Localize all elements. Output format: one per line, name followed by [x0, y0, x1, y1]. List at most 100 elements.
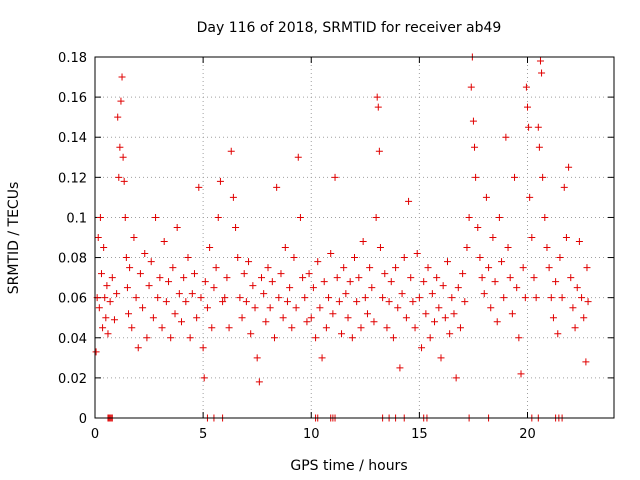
y-axis-title: SRMTID / TECUs: [6, 182, 22, 295]
data-point: [454, 284, 462, 292]
data-point: [167, 334, 175, 342]
data-point: [152, 213, 160, 221]
data-point: [435, 304, 443, 312]
data-point: [584, 298, 592, 306]
data-point: [139, 304, 147, 312]
data-point: [524, 103, 531, 111]
data-point: [471, 143, 479, 151]
data-point: [219, 298, 227, 306]
data-point: [493, 318, 501, 326]
data-point: [366, 264, 374, 272]
data-point: [452, 374, 460, 382]
data-point: [249, 282, 257, 290]
data-point: [260, 290, 268, 298]
data-point: [583, 264, 591, 272]
data-point: [273, 183, 281, 191]
data-point: [370, 318, 378, 326]
y-tick-label: 0.02: [58, 372, 87, 387]
data-point: [571, 324, 579, 332]
data-point: [229, 193, 237, 201]
data-point: [216, 177, 224, 185]
data-point: [361, 294, 369, 302]
data-point: [476, 254, 484, 262]
data-point: [110, 316, 118, 324]
data-point: [190, 270, 198, 278]
data-point: [162, 298, 170, 306]
data-point: [489, 234, 497, 241]
data-point: [210, 284, 218, 292]
data-point: [268, 278, 276, 286]
data-point: [528, 234, 536, 241]
data-point: [290, 254, 298, 262]
data-point: [180, 274, 188, 282]
data-point: [130, 234, 138, 241]
data-point: [115, 173, 123, 181]
data-point: [303, 318, 311, 326]
data-point: [376, 244, 384, 252]
data-point: [431, 318, 439, 326]
data-point: [232, 223, 240, 231]
data-point: [359, 238, 367, 246]
data-point: [375, 147, 383, 155]
data-point: [461, 298, 469, 306]
data-point: [534, 123, 542, 131]
data-point: [485, 264, 493, 272]
data-point: [299, 274, 307, 282]
data-point: [469, 117, 477, 125]
data-point: [141, 250, 149, 258]
data-point: [154, 294, 162, 302]
data-point: [463, 244, 471, 252]
data-point: [203, 304, 211, 312]
data-point: [535, 143, 543, 151]
data-point: [474, 223, 482, 231]
data-point: [400, 254, 408, 262]
data-point: [247, 330, 255, 338]
data-point: [346, 278, 354, 286]
data-point: [208, 324, 216, 332]
data-point: [398, 290, 406, 298]
data-point: [99, 324, 107, 332]
y-tick-label: 0.14: [58, 131, 87, 146]
data-point: [316, 304, 324, 312]
data-point: [465, 213, 473, 221]
data-point: [525, 123, 533, 131]
y-tick-label: 0.16: [58, 91, 87, 106]
data-point: [197, 294, 205, 302]
data-point: [227, 147, 235, 155]
data-point: [560, 183, 568, 191]
data-point: [307, 314, 315, 322]
data-point: [193, 314, 201, 322]
data-point: [195, 183, 203, 191]
data-point: [200, 374, 208, 382]
x-tick-label: 0: [91, 427, 99, 442]
data-point: [456, 324, 464, 332]
data-point: [407, 274, 415, 282]
data-point: [262, 318, 270, 326]
data-point: [212, 264, 220, 272]
data-point: [309, 284, 317, 292]
data-point: [556, 254, 564, 262]
y-tick-label: 0.08: [58, 252, 87, 267]
data-point: [103, 282, 111, 290]
data-point: [255, 378, 263, 386]
data-point: [357, 324, 365, 332]
x-tick-label: 5: [199, 427, 207, 442]
data-point: [288, 324, 296, 332]
data-point: [502, 133, 510, 141]
data-point: [178, 318, 185, 326]
data-point: [114, 113, 122, 121]
data-point: [422, 310, 430, 318]
data-point: [472, 173, 480, 181]
data-point: [301, 294, 309, 302]
data-point: [459, 270, 467, 278]
data-point: [94, 234, 102, 241]
data-point: [95, 304, 103, 312]
data-point: [519, 264, 527, 272]
data-point: [539, 173, 547, 181]
data-point: [171, 310, 179, 318]
data-point: [296, 213, 304, 221]
data-point: [236, 294, 244, 302]
data-point: [342, 290, 350, 298]
data-point: [132, 294, 140, 302]
data-point: [500, 294, 508, 302]
